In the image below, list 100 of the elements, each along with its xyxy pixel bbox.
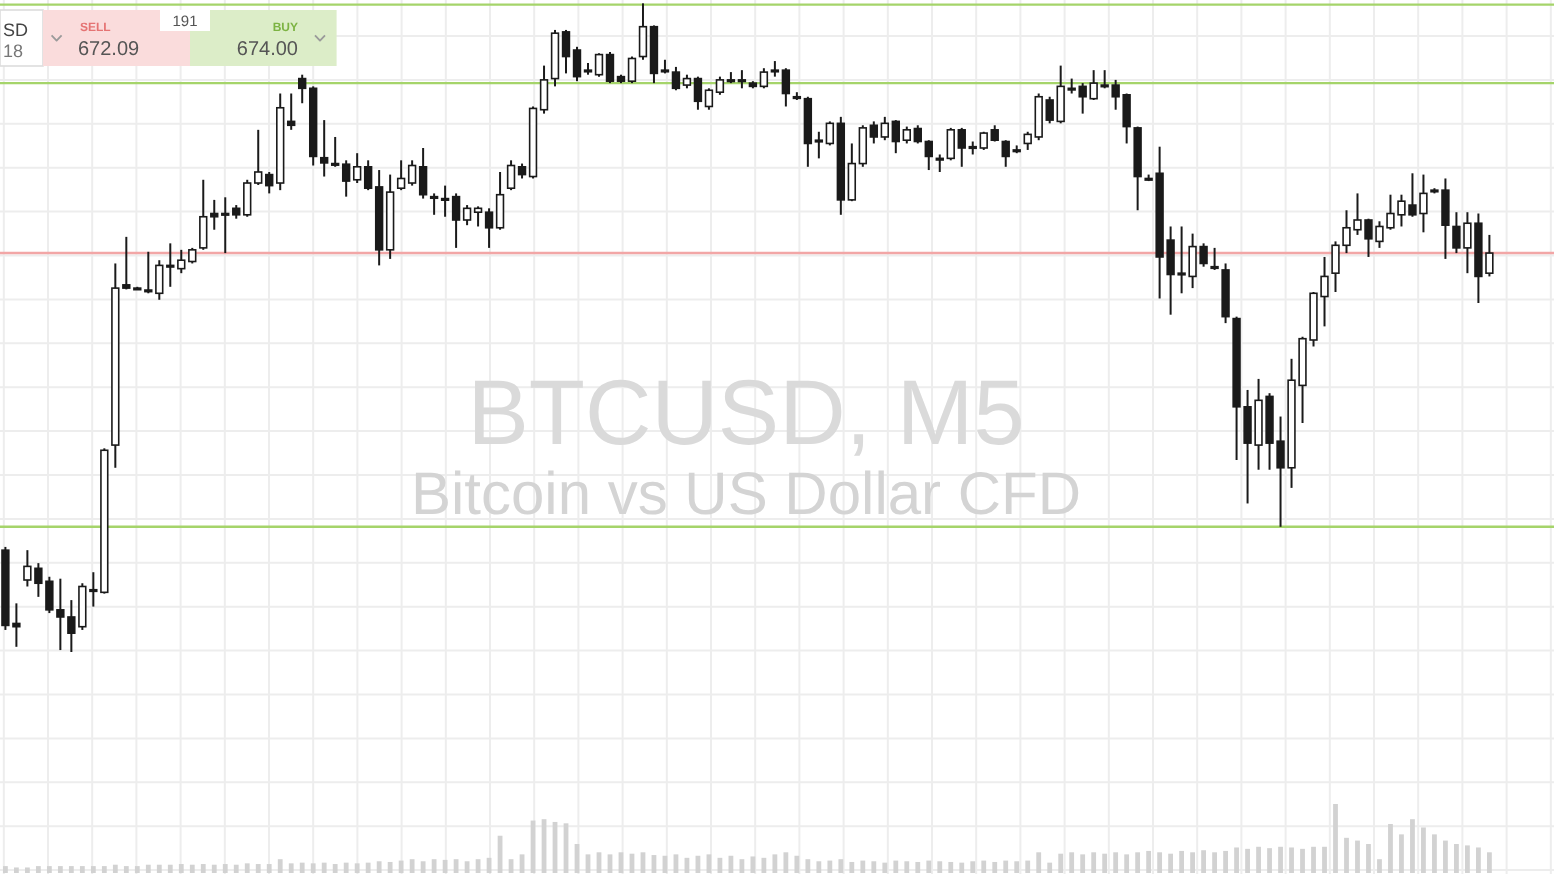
bar: [387, 861, 393, 873]
bar: [1036, 852, 1042, 873]
bar: [827, 860, 833, 873]
bar: [981, 860, 987, 873]
bar: [1025, 860, 1031, 873]
bar: [57, 866, 63, 873]
bar: [112, 864, 118, 873]
bar: [1212, 852, 1217, 873]
bar: [948, 861, 954, 873]
bar: [1124, 854, 1130, 873]
bar: [442, 859, 448, 873]
bar: [1168, 853, 1174, 873]
bar: [90, 866, 96, 873]
bar: [24, 867, 30, 873]
bar: [3, 866, 8, 873]
bar: [365, 862, 371, 873]
bar: [1465, 845, 1470, 873]
bar: [398, 860, 404, 873]
candlestick: [1210, 246, 1219, 271]
bar: [233, 864, 239, 873]
bar: [1311, 846, 1316, 873]
bar: [134, 866, 140, 873]
bar: [1355, 840, 1360, 873]
bar: [1135, 852, 1141, 873]
annotation: 672.09: [78, 39, 141, 62]
bar: [13, 867, 19, 873]
bar: [255, 864, 261, 873]
bar: [1179, 850, 1185, 873]
bar: [299, 862, 305, 873]
bar: [1344, 837, 1349, 873]
bar: [1146, 850, 1152, 873]
bar: [332, 864, 338, 873]
bar: [266, 864, 272, 873]
bar: [200, 864, 206, 873]
bar: [783, 852, 789, 873]
bar: [1278, 846, 1283, 873]
bar: [1234, 847, 1239, 873]
bar: [1388, 824, 1393, 873]
bar: [915, 861, 921, 873]
bar: [343, 862, 349, 873]
bar: [1399, 834, 1404, 873]
bar: [211, 864, 217, 873]
bar: [959, 862, 965, 873]
bar: [761, 857, 767, 873]
bar: [1080, 854, 1086, 873]
bar: [409, 859, 415, 873]
bar: [882, 862, 888, 873]
bar: [1223, 850, 1228, 873]
bar: [871, 861, 877, 873]
bar: [893, 860, 899, 873]
bar: [1476, 847, 1481, 873]
annotation: 674.00: [236, 39, 299, 62]
bar: [849, 861, 855, 873]
bar: [123, 866, 129, 873]
bar: [1069, 852, 1075, 873]
bar: [35, 866, 41, 873]
bar: [1443, 840, 1448, 873]
bar: [156, 864, 162, 873]
bar: [1047, 862, 1053, 873]
bar: [1267, 848, 1272, 873]
bar: [321, 862, 327, 873]
bar: [937, 861, 943, 873]
bar: [222, 864, 228, 873]
bar: [926, 860, 932, 873]
bar: [1300, 848, 1305, 873]
bar: [1091, 852, 1097, 873]
bar: [970, 861, 976, 873]
bar: [167, 864, 173, 873]
bar: [992, 861, 998, 873]
annotation: SD: [3, 20, 30, 40]
bar: [420, 861, 426, 873]
bar: [1256, 846, 1261, 873]
bar: [1432, 834, 1437, 873]
bar: [46, 866, 52, 873]
bar: [288, 863, 294, 873]
bar: [805, 859, 811, 873]
bar: [145, 864, 151, 873]
bar: [860, 860, 866, 873]
annotation: 18: [3, 41, 24, 61]
bar: [376, 861, 382, 873]
bar: [816, 861, 822, 873]
bar: [1102, 853, 1108, 873]
bar: [1014, 861, 1020, 873]
bar: [277, 859, 283, 873]
bar: [904, 861, 910, 873]
bar: [750, 856, 756, 873]
bar: [1058, 853, 1064, 873]
bar: [189, 864, 195, 873]
bar: [431, 859, 437, 873]
bar: [244, 863, 250, 873]
bar: [68, 866, 74, 873]
candlestick: [1221, 262, 1230, 325]
bar: [178, 864, 184, 873]
bar: [794, 855, 800, 873]
bar: [354, 863, 360, 873]
bar: [79, 866, 85, 873]
bar: [838, 859, 844, 873]
bar: [1003, 860, 1009, 873]
bar: [310, 863, 316, 873]
bar: [772, 854, 778, 873]
